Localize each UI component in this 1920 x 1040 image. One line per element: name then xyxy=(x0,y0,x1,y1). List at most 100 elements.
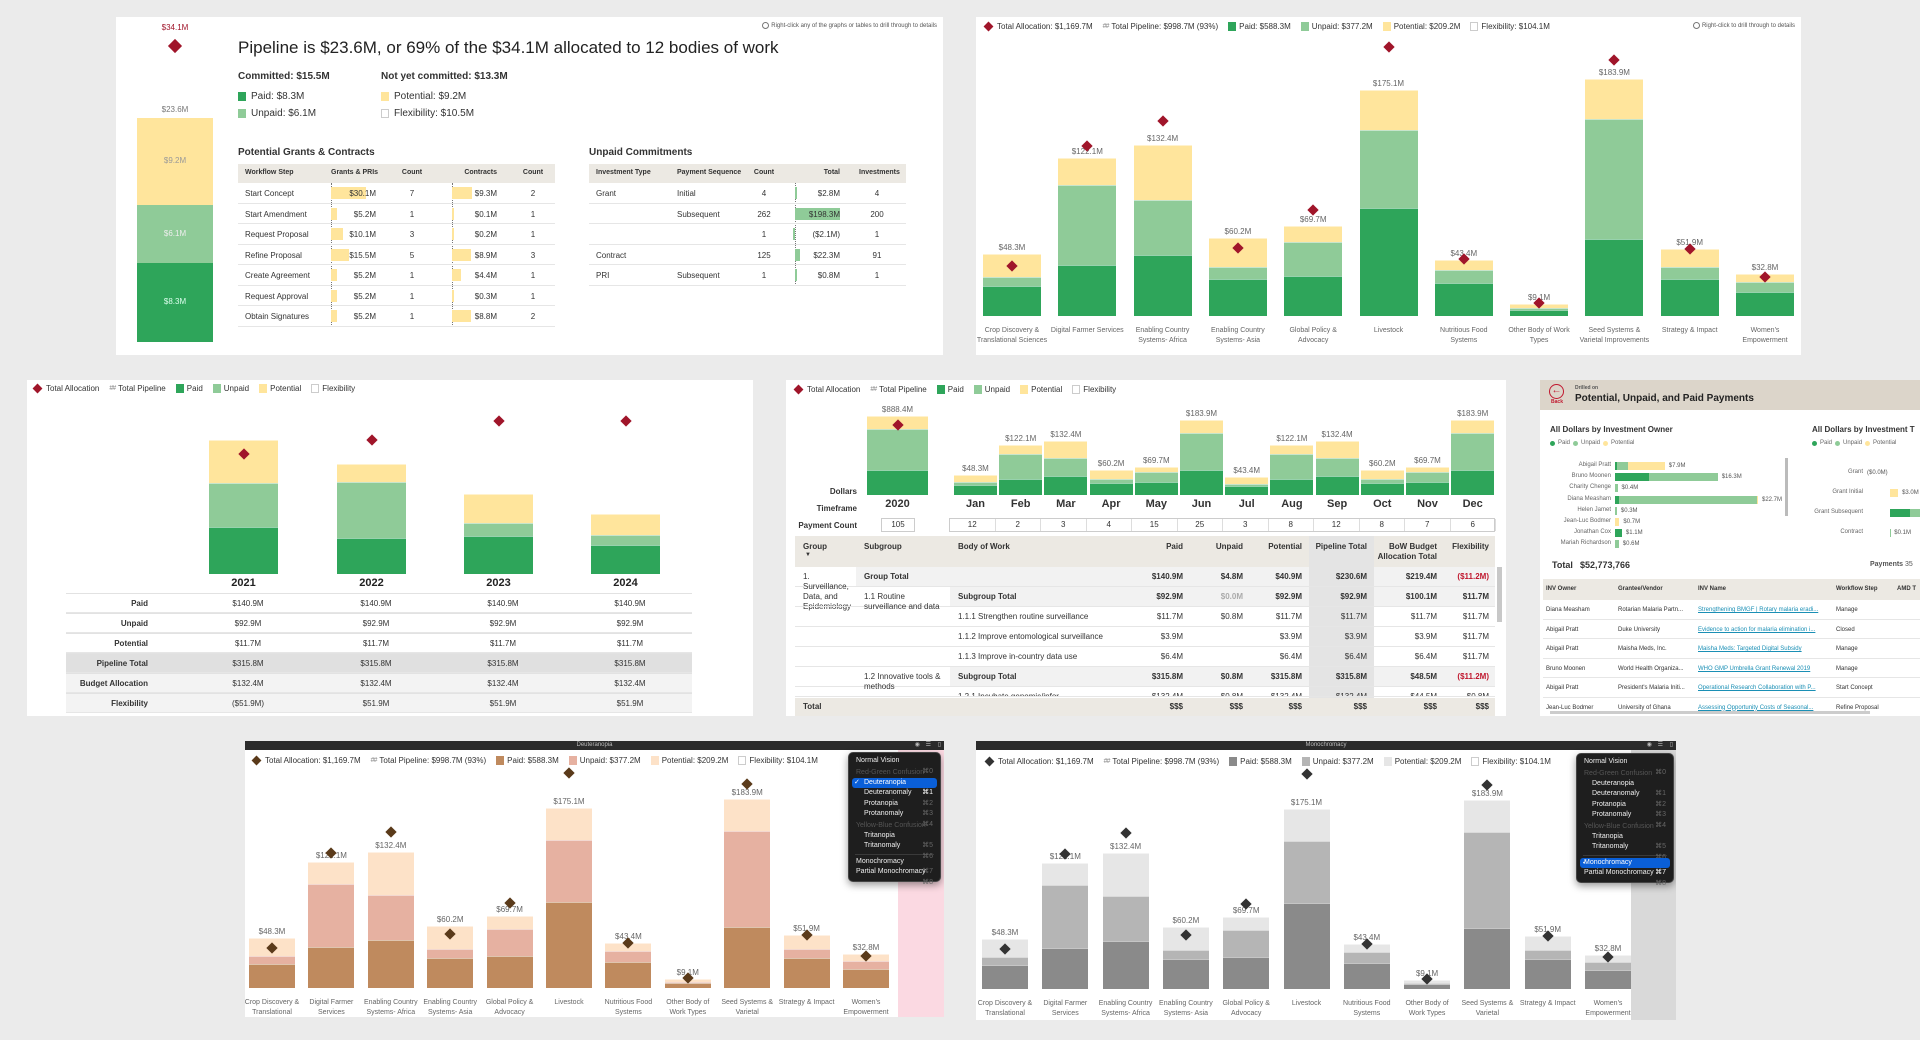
mono-bar-paid[interactable] xyxy=(1042,948,1089,989)
mono-bar-potential[interactable] xyxy=(1464,799,1511,832)
bow-bar-paid[interactable] xyxy=(1208,278,1267,316)
owner-bar-unpaid[interactable] xyxy=(1615,484,1618,493)
legend-item-flexibility[interactable]: Flexibility xyxy=(1072,385,1116,394)
deut-bar-potential[interactable] xyxy=(486,916,533,929)
mono-bar-unpaid[interactable] xyxy=(1343,952,1390,963)
type-bar-potential[interactable] xyxy=(1890,489,1899,497)
month-payment-count[interactable]: 12 xyxy=(950,519,996,531)
eye-icon[interactable]: ◉ xyxy=(914,742,920,748)
month-bar-unpaid[interactable] xyxy=(1089,479,1133,484)
year-allocation-marker[interactable] xyxy=(619,415,632,427)
table-row[interactable]: Abigail Pratt Duke University Evidence to … xyxy=(1543,620,1920,639)
year-2020-bar-unpaid[interactable] xyxy=(867,429,928,470)
owner-bar-potential[interactable] xyxy=(1627,462,1665,470)
column-header[interactable]: Count xyxy=(401,169,423,176)
column-header[interactable]: Unpaid xyxy=(1215,542,1243,551)
vision-simulation-menu[interactable]: Normal Vision ⌘0 Red-Green Confusion Deuter… xyxy=(1576,753,1674,887)
list-icon[interactable]: ☰ xyxy=(925,742,931,748)
list-icon[interactable]: ☰ xyxy=(1657,742,1663,748)
month-bar-unpaid[interactable] xyxy=(1315,458,1359,476)
menu-item-normal-vision[interactable]: Normal Vision ⌘0 xyxy=(1580,757,1670,776)
mono-bar-potential[interactable] xyxy=(1283,808,1330,841)
owner-bar-potential[interactable] xyxy=(1615,518,1620,526)
bow-allocation-marker[interactable] xyxy=(1382,41,1395,53)
mono-bar-paid[interactable] xyxy=(1283,902,1330,989)
investment-link[interactable]: WHO GMP Umbrella Grant Renewal 2019 xyxy=(1698,665,1811,672)
column-header[interactable]: Workflow Step xyxy=(245,169,294,176)
legend-item-flexibility[interactable]: Flexibility: $104.1M xyxy=(1471,757,1551,766)
bow-bar-potential[interactable] xyxy=(1133,145,1192,200)
owner-bar-paid[interactable] xyxy=(1615,462,1617,470)
month-bar-potential[interactable] xyxy=(999,445,1043,454)
bow-bar-potential[interactable] xyxy=(1284,226,1343,243)
deut-bar-paid[interactable] xyxy=(724,926,771,988)
legend-item-unpaid[interactable]: Unpaid xyxy=(1835,440,1862,446)
bow-bar-unpaid[interactable] xyxy=(1058,185,1117,265)
table-row[interactable]: Create Agreement $5.2M 1 $4.4M 1 xyxy=(238,265,555,286)
table-horizontal-scrollbar[interactable] xyxy=(1550,711,1870,714)
month-bar-potential[interactable] xyxy=(954,475,997,483)
mono-bar-unpaid[interactable] xyxy=(1223,929,1270,958)
column-header[interactable]: AMD T xyxy=(1897,586,1916,592)
mono-bar-unpaid[interactable] xyxy=(1524,949,1571,960)
legend-item-paid[interactable]: Paid xyxy=(175,384,203,393)
table-row[interactable]: Diana Measham Rotarian Malaria Partn... St… xyxy=(1543,600,1920,620)
investment-link[interactable]: Evidence to action for malaria eliminati… xyxy=(1698,626,1816,633)
owner-bar-paid[interactable] xyxy=(1615,495,1620,504)
month-payment-count[interactable]: 3 xyxy=(1041,519,1087,531)
bow-bar-unpaid[interactable] xyxy=(1660,267,1719,279)
legend-item-paid[interactable]: Paid xyxy=(1550,440,1570,446)
table-row[interactable]: Abigail Pratt Maisha Meds, Inc. Maisha Med… xyxy=(1543,639,1920,659)
month-bar-paid[interactable] xyxy=(1225,486,1269,495)
legend-item-paid[interactable]: Paid: $588.3M xyxy=(1228,22,1291,31)
month-bar-potential[interactable] xyxy=(1225,477,1269,484)
bow-bar-paid[interactable] xyxy=(1359,208,1418,316)
mono-bar-paid[interactable] xyxy=(1464,927,1511,989)
column-header[interactable]: Grantee/Vendor xyxy=(1618,586,1663,592)
table-row[interactable]: 1. Surveillance, Data, and Epidemiology G… xyxy=(795,567,1495,611)
deut-bar-unpaid[interactable] xyxy=(843,960,889,969)
deut-bar-potential[interactable] xyxy=(308,862,355,884)
bow-bar-unpaid[interactable] xyxy=(1434,269,1493,283)
owner-bar-paid[interactable] xyxy=(1615,529,1622,538)
menu-item-protanomaly[interactable]: Protanomaly ⌘4 xyxy=(852,809,937,828)
legend-item-allocation[interactable]: Total Allocation xyxy=(32,383,99,394)
bow-bar-unpaid[interactable] xyxy=(1736,282,1794,292)
legend-item-allocation[interactable]: Total Allocation: $1,169.7M xyxy=(984,756,1094,767)
back-button[interactable]: ← Back xyxy=(1549,384,1565,408)
bow-bar-unpaid[interactable] xyxy=(1284,242,1343,277)
sort-desc-icon[interactable]: ▼ xyxy=(805,552,811,558)
owner-bar-potential[interactable] xyxy=(1756,495,1758,504)
mono-bar-paid[interactable] xyxy=(1343,962,1390,989)
menu-item-protanopia[interactable]: Protanopia ⌘3 xyxy=(852,799,937,818)
legend-item-pipeline[interactable]: ## Total Pipeline: $998.7M (93%) xyxy=(1104,757,1220,766)
legend-item-pipeline[interactable]: ## Total Pipeline: $998.7M (93%) xyxy=(371,756,487,765)
investment-link[interactable]: Operational Research Collaboration with … xyxy=(1698,685,1816,691)
month-payment-count[interactable]: 8 xyxy=(1269,519,1314,531)
mono-allocation-marker[interactable] xyxy=(1119,827,1132,839)
deut-bar-paid[interactable] xyxy=(249,964,295,988)
mono-bar-paid[interactable] xyxy=(1585,969,1631,989)
month-payment-count[interactable]: 25 xyxy=(1178,519,1223,531)
month-payment-count[interactable]: 12 xyxy=(1314,519,1360,531)
mono-bar-paid[interactable] xyxy=(1162,959,1209,989)
legend-item-potential[interactable]: Potential: $209.2M xyxy=(1383,757,1461,766)
deut-bar-unpaid[interactable] xyxy=(546,839,592,902)
year-bar-unpaid[interactable] xyxy=(337,482,406,538)
month-bar-unpaid[interactable] xyxy=(999,453,1043,479)
year-bar-potential[interactable] xyxy=(464,493,533,524)
table-row[interactable]: Request Proposal $10.1M 3 $0.2M 1 xyxy=(238,224,555,245)
owner-bar-unpaid[interactable] xyxy=(1615,540,1619,549)
table-row[interactable]: Abigail Pratt President's Malaria Initi..… xyxy=(1543,678,1920,698)
bow-bar-paid[interactable] xyxy=(1058,264,1117,316)
table-row[interactable]: Subsequent 262 $198.3M 200 xyxy=(589,204,906,224)
column-header[interactable]: Grants & PRIs xyxy=(331,169,379,176)
deut-allocation-marker[interactable] xyxy=(385,826,397,838)
summary-bar-unpaid[interactable]: $6.1M xyxy=(137,205,213,263)
month-bar-paid[interactable] xyxy=(1270,478,1314,495)
mono-bar-unpaid[interactable] xyxy=(1585,961,1631,970)
sidebar-icon[interactable]: ▯ xyxy=(937,742,941,748)
legend-item-pipeline[interactable]: ## Total Pipeline xyxy=(109,384,165,393)
deut-bar-paid[interactable] xyxy=(783,958,830,988)
vision-simulation-menu[interactable]: Normal Vision ⌘0 Red-Green Confusion ✓ Deute… xyxy=(848,752,941,886)
